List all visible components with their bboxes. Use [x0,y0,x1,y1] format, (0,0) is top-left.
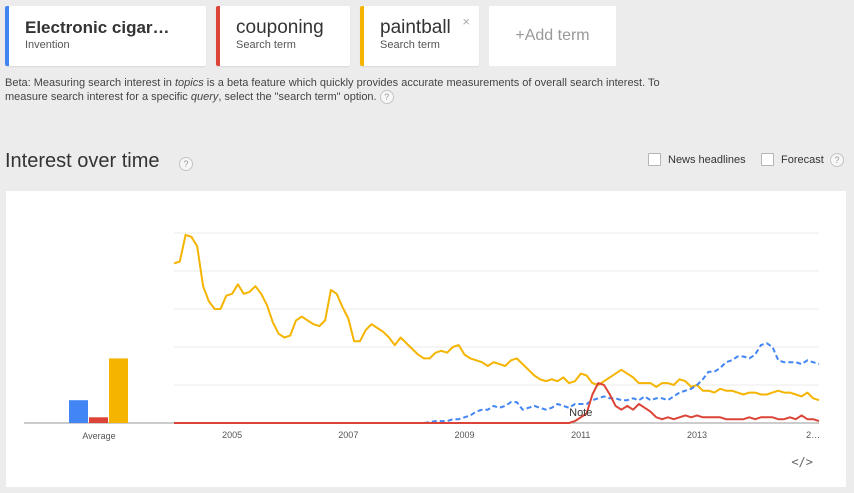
series-line [173,233,820,402]
x-tick-label: 2011 [571,430,590,440]
term-type: Search term [380,39,440,51]
news-headlines-label: News headlines [668,153,746,166]
term-card-paintball[interactable]: paintball Search term × [360,6,479,66]
news-headlines-checkbox[interactable] [648,153,661,166]
x-tick-label: 2… [806,430,820,440]
beta-text-part: Beta: Measuring search interest in [5,77,175,89]
term-color-bar [216,6,220,66]
beta-text-part: is a beta feature which quickly provides… [5,77,660,103]
add-term-button[interactable]: +Add term [489,6,616,66]
section-title: Interest over time [5,150,160,172]
term-type: Invention [25,39,70,51]
remove-term-close-icon[interactable]: × [462,14,470,29]
term-title: Electronic cigar… [25,18,170,37]
news-headlines-toggle[interactable]: News headlines [648,153,746,166]
term-title: paintball [380,17,451,38]
interest-over-time-chart: Average 2005 2007 2009 2011 2013 2… Note </> [6,191,846,487]
beta-query-emphasis: query [190,91,219,103]
forecast-checkbox[interactable] [761,153,774,166]
x-tick-label: 2013 [687,430,707,440]
average-bar [69,400,88,423]
chart-svg: Average 2005 2007 2009 2011 2013 2… Note [24,232,820,441]
term-color-bar [360,6,364,66]
help-icon[interactable]: ? [379,90,394,105]
series-line [174,382,820,424]
help-icon[interactable]: ? [179,157,193,171]
beta-topics-emphasis: topics [174,77,204,89]
term-card-couponing[interactable]: couponing Search term [216,6,350,66]
beta-notice: Beta: Measuring search interest in topic… [5,76,695,105]
term-card-electronic-cigarette[interactable]: Electronic cigar… Invention [5,6,206,66]
average-label: Average [82,431,115,441]
x-tick-label: 2005 [222,430,242,440]
chart-annotation: Note [569,407,592,419]
average-bar [89,417,108,423]
forecast-toggle[interactable]: Forecast [761,153,824,166]
average-bar [109,358,128,423]
x-tick-label: 2007 [338,430,358,440]
series-line [423,342,820,424]
forecast-label: Forecast [781,153,824,166]
embed-code-icon[interactable]: </> [791,455,813,469]
term-title: couponing [236,17,324,38]
beta-text-part: , select the "search term" option. [218,91,377,103]
help-icon[interactable]: ? [830,153,844,167]
term-type: Search term [236,39,296,51]
term-color-bar [5,6,9,66]
x-tick-label: 2009 [455,430,475,440]
